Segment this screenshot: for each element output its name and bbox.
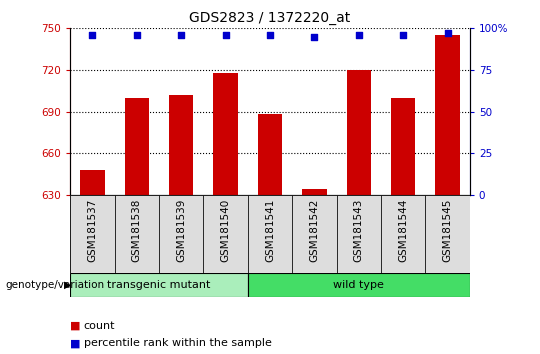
Bar: [248, 273, 470, 297]
Text: count: count: [84, 321, 115, 331]
Title: GDS2823 / 1372220_at: GDS2823 / 1372220_at: [190, 11, 350, 24]
Text: GSM181540: GSM181540: [221, 199, 231, 262]
Bar: [70, 195, 114, 273]
Text: GSM181545: GSM181545: [443, 199, 453, 262]
Bar: [336, 195, 381, 273]
Bar: [426, 195, 470, 273]
Bar: [391, 98, 415, 195]
Point: [221, 32, 230, 38]
Text: GSM181537: GSM181537: [87, 199, 97, 262]
Point: [88, 32, 97, 38]
Point: [443, 30, 452, 36]
Point: [132, 32, 141, 38]
Bar: [169, 95, 193, 195]
Bar: [159, 195, 204, 273]
Point: [310, 34, 319, 40]
Text: GSM181538: GSM181538: [132, 199, 142, 262]
Point: [266, 32, 274, 38]
Bar: [435, 35, 460, 195]
Text: GSM181544: GSM181544: [398, 199, 408, 262]
Text: ▶: ▶: [64, 280, 71, 290]
Bar: [302, 189, 327, 195]
Text: GSM181541: GSM181541: [265, 199, 275, 262]
Bar: [213, 73, 238, 195]
Bar: [248, 195, 292, 273]
Bar: [80, 170, 105, 195]
Point: [177, 32, 186, 38]
Bar: [70, 273, 248, 297]
Bar: [347, 70, 371, 195]
Point: [399, 32, 408, 38]
Text: GSM181539: GSM181539: [176, 199, 186, 262]
Text: transgenic mutant: transgenic mutant: [107, 280, 211, 290]
Bar: [125, 98, 149, 195]
Bar: [204, 195, 248, 273]
Text: GSM181542: GSM181542: [309, 199, 319, 262]
Bar: [381, 195, 426, 273]
Text: percentile rank within the sample: percentile rank within the sample: [84, 338, 272, 348]
Point: [354, 32, 363, 38]
Text: GSM181543: GSM181543: [354, 199, 364, 262]
Bar: [258, 114, 282, 195]
Text: wild type: wild type: [333, 280, 384, 290]
Text: ■: ■: [70, 338, 80, 348]
Bar: [114, 195, 159, 273]
Text: genotype/variation: genotype/variation: [5, 280, 105, 290]
Bar: [292, 195, 336, 273]
Text: ■: ■: [70, 321, 80, 331]
